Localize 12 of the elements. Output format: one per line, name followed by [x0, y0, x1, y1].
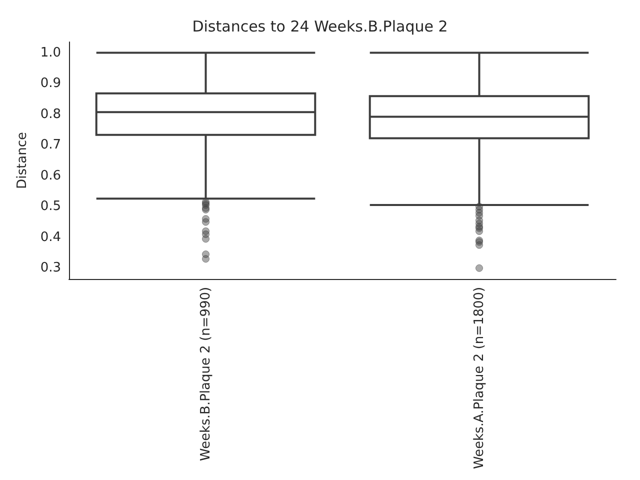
y-tick-label: 0.3: [40, 260, 61, 276]
y-tick-label: 0.4: [40, 230, 61, 245]
y-tick-label: 1.0: [40, 45, 61, 60]
y-tick-label: 0.7: [40, 138, 61, 153]
y-tick-label: 0.6: [40, 168, 61, 184]
y-tick-label: 0.5: [40, 199, 61, 214]
y-tick-label: 0.9: [40, 76, 61, 92]
chart-title: Distances to 24 Weeks.B.Plaque 2: [192, 18, 448, 36]
x-tick-label: Weeks.A.Plaque 2 (n=1800): [472, 286, 487, 470]
y-axis-title: Distance: [15, 132, 30, 189]
x-tick-label: Weeks.B.Plaque 2 (n=990): [198, 286, 214, 461]
y-tick-label: 0.8: [40, 106, 61, 122]
